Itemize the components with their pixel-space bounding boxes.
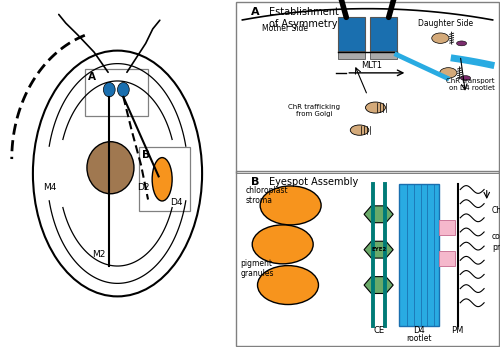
Ellipse shape bbox=[432, 33, 449, 43]
Ellipse shape bbox=[456, 41, 466, 46]
Text: B: B bbox=[251, 177, 260, 187]
Ellipse shape bbox=[252, 225, 313, 264]
Bar bbox=[338, 17, 365, 52]
Ellipse shape bbox=[258, 265, 318, 305]
Bar bbox=[84, 69, 148, 116]
Bar bbox=[338, 51, 365, 59]
Text: Eyespot Assembly: Eyespot Assembly bbox=[270, 177, 358, 187]
Text: M4: M4 bbox=[42, 184, 56, 193]
Text: D4: D4 bbox=[414, 326, 425, 335]
Bar bbox=[370, 17, 396, 52]
Ellipse shape bbox=[118, 82, 129, 97]
Text: ChR trafficking
from Golgi: ChR trafficking from Golgi bbox=[288, 104, 341, 117]
Ellipse shape bbox=[350, 125, 369, 135]
Text: EYE2: EYE2 bbox=[371, 247, 386, 252]
Ellipse shape bbox=[104, 82, 115, 97]
Polygon shape bbox=[364, 241, 393, 258]
Text: of Asymmetry: of Asymmetry bbox=[270, 19, 338, 29]
Ellipse shape bbox=[440, 68, 457, 78]
Ellipse shape bbox=[260, 186, 321, 225]
Polygon shape bbox=[364, 277, 393, 294]
Text: A: A bbox=[88, 72, 96, 82]
Text: M2: M2 bbox=[92, 250, 106, 259]
Text: ChR transport
on D4 rootlet: ChR transport on D4 rootlet bbox=[446, 78, 494, 91]
Bar bbox=[439, 220, 455, 235]
Text: Daughter Side: Daughter Side bbox=[418, 19, 474, 28]
Bar bbox=[439, 252, 455, 266]
Text: MLT1: MLT1 bbox=[361, 61, 382, 70]
Ellipse shape bbox=[366, 102, 386, 113]
Text: PM: PM bbox=[452, 326, 464, 335]
Ellipse shape bbox=[460, 76, 470, 81]
Text: ChRs: ChRs bbox=[492, 205, 500, 214]
Text: pigment
granules: pigment granules bbox=[240, 259, 274, 278]
Text: D2: D2 bbox=[137, 184, 149, 193]
Ellipse shape bbox=[87, 142, 134, 194]
Text: connecting
protein: connecting protein bbox=[492, 232, 500, 252]
Text: Establishment: Establishment bbox=[270, 7, 340, 17]
Polygon shape bbox=[364, 206, 393, 223]
Text: rootlet: rootlet bbox=[406, 334, 432, 343]
Text: Mother Side: Mother Side bbox=[262, 24, 308, 33]
Text: CE: CE bbox=[373, 326, 384, 335]
Bar bbox=[138, 147, 190, 211]
Bar bbox=[400, 184, 439, 326]
Ellipse shape bbox=[152, 158, 172, 201]
Bar bbox=[370, 51, 396, 59]
Text: D4: D4 bbox=[170, 198, 182, 207]
Text: A: A bbox=[251, 7, 260, 17]
Text: chloroplast
stroma: chloroplast stroma bbox=[246, 186, 288, 205]
Text: B: B bbox=[142, 150, 150, 160]
